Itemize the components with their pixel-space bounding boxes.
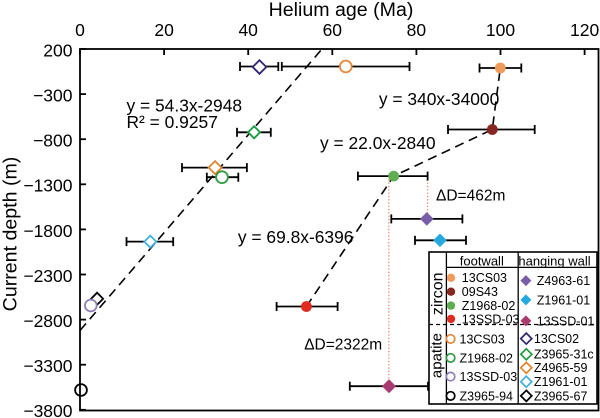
svg-text:y = 340x-34000: y = 340x-34000 (379, 89, 499, 109)
svg-text:120: 120 (570, 20, 599, 40)
svg-text:−300: −300 (33, 86, 73, 106)
svg-text:Helium age (Ma): Helium age (Ma) (269, 0, 414, 21)
svg-text:R² = 0.9257: R² = 0.9257 (127, 112, 218, 132)
svg-text:13SSD-03: 13SSD-03 (460, 370, 518, 384)
svg-text:13CS03: 13CS03 (462, 271, 507, 285)
svg-text:Z1968-02: Z1968-02 (462, 299, 516, 313)
svg-text:y = 22.0x-2840: y = 22.0x-2840 (320, 133, 436, 153)
svg-text:13SSD-01: 13SSD-01 (537, 314, 595, 328)
svg-text:−1300: −1300 (23, 176, 72, 196)
svg-text:40: 40 (238, 20, 258, 40)
svg-text:Z3965-67: Z3965-67 (534, 389, 588, 403)
svg-text:Z1968-02: Z1968-02 (460, 351, 514, 365)
svg-text:y = 69.8x-6396: y = 69.8x-6396 (238, 227, 354, 247)
svg-text:0: 0 (75, 20, 85, 40)
svg-text:13CS03: 13CS03 (460, 332, 505, 346)
svg-text:Z3965-94: Z3965-94 (460, 389, 514, 403)
svg-text:−2800: −2800 (23, 311, 72, 331)
svg-text:200: 200 (43, 40, 72, 60)
svg-text:y = 54.3x-2948: y = 54.3x-2948 (127, 96, 243, 116)
svg-text:zircon: zircon (429, 272, 446, 315)
svg-text:80: 80 (407, 20, 427, 40)
svg-text:Z4963-61: Z4963-61 (537, 274, 591, 288)
svg-text:13SSD-03: 13SSD-03 (462, 312, 520, 326)
svg-text:Z3965-31c: Z3965-31c (534, 348, 594, 362)
svg-text:−800: −800 (33, 131, 73, 151)
svg-text:ΔD=2322m: ΔD=2322m (304, 337, 382, 354)
svg-text:−1800: −1800 (23, 221, 72, 241)
svg-text:Z4965-59: Z4965-59 (534, 361, 588, 375)
svg-text:−3800: −3800 (23, 401, 72, 418)
svg-text:60: 60 (323, 20, 343, 40)
svg-text:hanging wall: hanging wall (518, 253, 590, 268)
svg-text:ΔD=462m: ΔD=462m (436, 188, 505, 205)
svg-text:09S43: 09S43 (462, 285, 498, 299)
svg-text:Z1961-01: Z1961-01 (534, 375, 588, 389)
svg-text:20: 20 (154, 20, 174, 40)
svg-text:Current depth (m): Current depth (m) (0, 157, 22, 312)
svg-text:−3300: −3300 (23, 356, 72, 376)
svg-text:footwall: footwall (460, 253, 504, 268)
svg-text:apatite: apatite (428, 333, 445, 378)
svg-text:13CS02: 13CS02 (534, 332, 579, 346)
svg-text:−2300: −2300 (23, 266, 72, 286)
svg-text:100: 100 (486, 20, 515, 40)
svg-text:Z1961-01: Z1961-01 (537, 293, 591, 307)
